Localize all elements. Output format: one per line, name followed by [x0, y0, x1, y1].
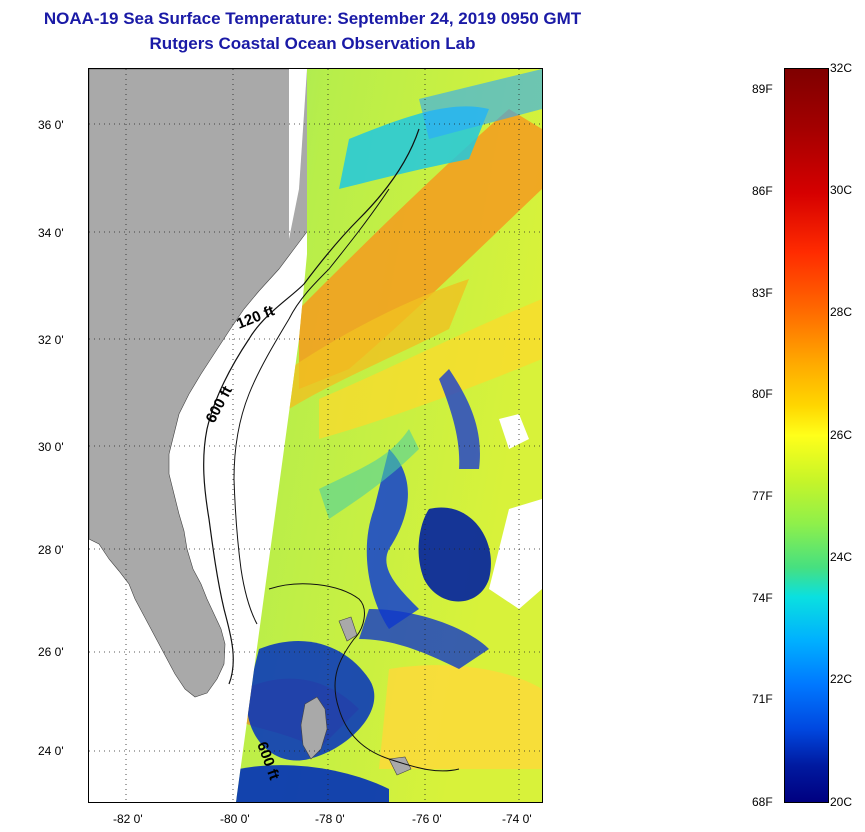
colorbar-f-86: 86F	[752, 184, 773, 198]
colorbar-f-71: 71F	[752, 692, 773, 706]
lat-label-28: 28 0'	[38, 543, 64, 557]
temperature-colorbar	[784, 68, 829, 803]
contour-label-600ft: 600 ft	[203, 383, 236, 426]
colorbar-c-20: 20C	[830, 795, 853, 809]
colorbar-f-68: 68F	[752, 795, 773, 809]
colorbar-c-24: 24C	[830, 550, 853, 564]
land-bahamas	[300, 696, 328, 760]
colorbar-c-22: 22C	[830, 672, 853, 686]
map-subtitle: Rutgers Coastal Ocean Observation Lab	[149, 34, 476, 53]
sst-swath	[236, 69, 542, 802]
lon-label-74: -74 0'	[502, 812, 532, 826]
colorbar-f-74: 74F	[752, 591, 773, 605]
lat-label-30: 30 0'	[38, 440, 64, 454]
lon-label-82: -82 0'	[113, 812, 143, 826]
colorbar-f-89: 89F	[752, 82, 773, 96]
graticule	[89, 69, 542, 802]
colorbar-c-32: 32C	[830, 61, 853, 75]
colorbar-f-80: 80F	[752, 387, 773, 401]
colorbar-c-28: 28C	[830, 305, 853, 319]
map-title: NOAA-19 Sea Surface Temperature: Septemb…	[43, 9, 582, 28]
lon-label-76: -76 0'	[412, 812, 442, 826]
sst-map: 120 ft 600 ft 600 ft	[88, 68, 543, 803]
lat-label-32: 32 0'	[38, 333, 64, 347]
lon-label-78: -78 0'	[315, 812, 345, 826]
sst-map-svg: 120 ft 600 ft 600 ft	[89, 69, 542, 802]
colorbar-c-30: 30C	[830, 183, 853, 197]
lat-label-36: 36 0'	[38, 118, 64, 132]
lat-label-24: 24 0'	[38, 744, 64, 758]
colorbar-f-83: 83F	[752, 286, 773, 300]
lat-label-26: 26 0'	[38, 645, 64, 659]
lat-label-34: 34 0'	[38, 226, 64, 240]
lon-label-80: -80 0'	[220, 812, 250, 826]
colorbar-f-77: 77F	[752, 489, 773, 503]
colorbar-c-26: 26C	[830, 428, 853, 442]
